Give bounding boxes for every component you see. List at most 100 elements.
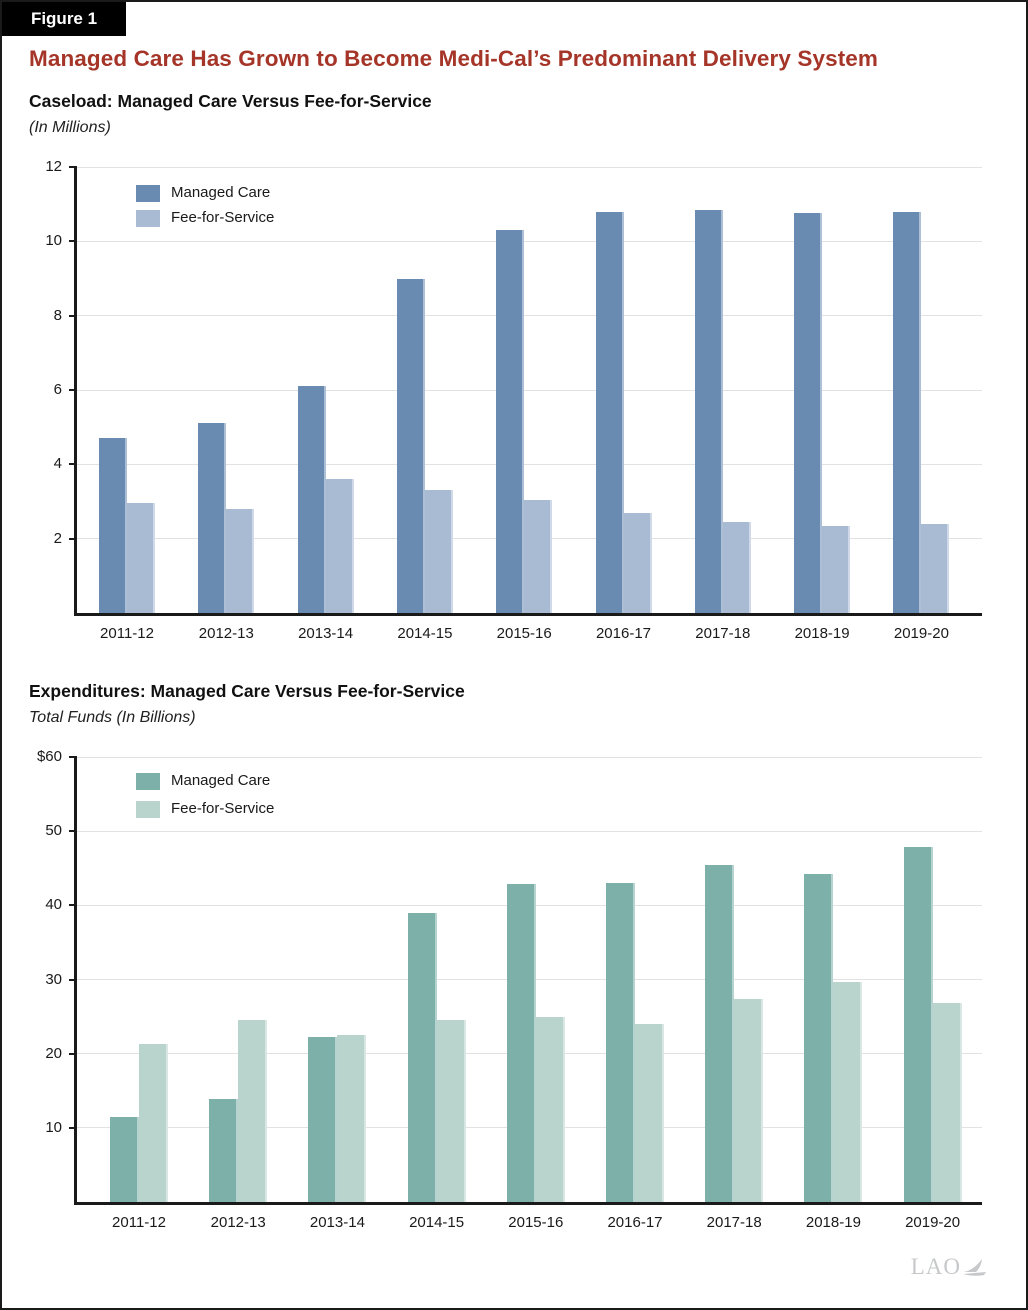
x-axis-label-2017-18: 2017-18 xyxy=(695,625,751,642)
bar-fee-for-service-2014-15 xyxy=(424,490,453,613)
y-axis-line xyxy=(74,167,77,616)
y-tick-8 xyxy=(69,314,77,317)
y-tick-60 xyxy=(69,756,77,758)
bar-fee-for-service-2014-15 xyxy=(436,1020,466,1202)
x-axis-label-2012-13: 2012-13 xyxy=(198,625,254,642)
bar-managed-care-2011-12 xyxy=(99,438,127,613)
gridline-8 xyxy=(77,315,982,317)
x-axis-label-2011-12: 2011-12 xyxy=(112,1214,166,1231)
bar-managed-care-2017-18 xyxy=(705,865,735,1202)
legend-label-fee-for-service: Fee-for-Service xyxy=(171,800,275,817)
bar-managed-care-2013-14 xyxy=(297,386,326,613)
y-tick-40 xyxy=(69,904,77,907)
bar-managed-care-2018-19 xyxy=(804,874,834,1202)
gridline-6 xyxy=(77,389,982,391)
y-axis-label: 6 xyxy=(53,381,62,398)
y-axis-label: 10 xyxy=(45,1118,62,1136)
bar-fee-for-service-2017-18 xyxy=(734,998,764,1202)
bar-managed-care-2015-16 xyxy=(506,883,536,1202)
gridline-12 xyxy=(77,166,982,168)
y-tick-12 xyxy=(69,166,77,168)
y-axis-label: 40 xyxy=(45,896,62,914)
bar-fee-for-service-2015-16 xyxy=(535,1016,565,1202)
bar-managed-care-2018-19 xyxy=(794,213,823,613)
caseload-chart-units: (In Millions) xyxy=(29,119,111,136)
bar-managed-care-2016-17 xyxy=(606,883,635,1202)
x-axis-label-2015-16: 2015-16 xyxy=(496,625,552,642)
y-tick-30 xyxy=(69,978,77,981)
x-axis-label-2016-17: 2016-17 xyxy=(595,625,652,642)
x-axis-label-2016-17: 2016-17 xyxy=(607,1214,663,1231)
bar-managed-care-2015-16 xyxy=(496,230,525,613)
gridline-4 xyxy=(77,463,982,465)
y-axis-label: 20 xyxy=(45,1044,62,1062)
bar-managed-care-2016-17 xyxy=(595,211,624,613)
y-tick-10 xyxy=(69,240,77,243)
bar-fee-for-service-2016-17 xyxy=(623,512,652,613)
y-axis-label: 8 xyxy=(53,306,62,324)
x-axis-label-2019-20: 2019-20 xyxy=(893,625,949,642)
lao-sail-icon xyxy=(963,1259,986,1276)
y-tick-10 xyxy=(69,1126,77,1129)
y-tick-4 xyxy=(69,463,77,466)
lao-logo: LAO xyxy=(911,1254,988,1280)
legend-swatch-fee-for-service xyxy=(136,210,160,227)
bar-managed-care-2019-20 xyxy=(893,211,922,613)
legend-swatch-managed-care xyxy=(136,773,160,790)
bar-fee-for-service-2016-17 xyxy=(635,1024,664,1202)
bar-managed-care-2012-13 xyxy=(209,1098,239,1202)
x-axis-label-2013-14: 2013-14 xyxy=(309,1214,365,1231)
bar-fee-for-service-2015-16 xyxy=(524,499,553,613)
bar-fee-for-service-2017-18 xyxy=(722,521,751,613)
figure-title: Managed Care Has Grown to Become Medi-Ca… xyxy=(29,46,879,71)
bar-fee-for-service-2012-13 xyxy=(238,1020,268,1202)
bar-managed-care-2011-12 xyxy=(110,1117,139,1202)
legend-label-managed-care: Managed Care xyxy=(171,184,271,201)
x-axis-label-2014-15: 2014-15 xyxy=(397,625,453,642)
gridline-10 xyxy=(77,240,982,242)
gridline-50 xyxy=(77,830,982,832)
bar-fee-for-service-2011-12 xyxy=(127,503,155,613)
x-axis-label-2017-18: 2017-18 xyxy=(706,1214,762,1231)
bar-managed-care-2013-14 xyxy=(308,1037,338,1202)
expenditures-chart-title: Expenditures: Managed Care Versus Fee-fo… xyxy=(29,681,465,701)
x-axis-label-2011-12: 2011-12 xyxy=(100,625,154,642)
x-axis-label-2019-20: 2019-20 xyxy=(905,1214,961,1231)
legend-label-fee-for-service: Fee-for-Service xyxy=(171,209,275,226)
legend-swatch-managed-care xyxy=(136,185,160,202)
x-axis-label-2013-14: 2013-14 xyxy=(298,625,354,642)
bar-fee-for-service-2013-14 xyxy=(325,479,354,613)
y-axis-label: 12 xyxy=(45,158,62,175)
legend-swatch-fee-for-service xyxy=(136,801,160,818)
bar-fee-for-service-2019-20 xyxy=(932,1003,962,1202)
bar-managed-care-2014-15 xyxy=(396,278,425,613)
bar-managed-care-2019-20 xyxy=(903,846,933,1202)
expenditures-chart-units: Total Funds (In Billions) xyxy=(29,709,196,726)
bar-fee-for-service-2019-20 xyxy=(921,523,950,613)
x-axis-label-2012-13: 2012-13 xyxy=(210,1214,266,1231)
x-axis-label-2018-19: 2018-19 xyxy=(805,1214,861,1231)
y-axis-line xyxy=(74,757,77,1205)
caseload-chart-title: Caseload: Managed Care Versus Fee-for-Se… xyxy=(29,91,432,111)
y-tick-6 xyxy=(69,389,77,391)
legend-label-managed-care: Managed Care xyxy=(171,772,271,789)
bar-fee-for-service-2012-13 xyxy=(226,508,255,613)
y-axis-label: $60 xyxy=(36,748,62,765)
x-axis-label-2014-15: 2014-15 xyxy=(409,1214,465,1231)
bar-managed-care-2014-15 xyxy=(407,913,437,1202)
bar-fee-for-service-2018-19 xyxy=(833,982,863,1202)
y-axis-label: 30 xyxy=(45,970,62,988)
figure-label: Figure 1 xyxy=(2,2,126,36)
bar-fee-for-service-2018-19 xyxy=(822,525,851,613)
x-axis-line xyxy=(74,613,982,616)
y-tick-50 xyxy=(69,830,77,833)
bar-fee-for-service-2011-12 xyxy=(139,1044,168,1202)
x-axis-label-2018-19: 2018-19 xyxy=(794,625,850,642)
x-axis-label-2015-16: 2015-16 xyxy=(508,1214,564,1231)
y-axis-label: 10 xyxy=(45,232,62,250)
gridline-60 xyxy=(77,756,982,758)
bar-fee-for-service-2013-14 xyxy=(337,1035,367,1202)
